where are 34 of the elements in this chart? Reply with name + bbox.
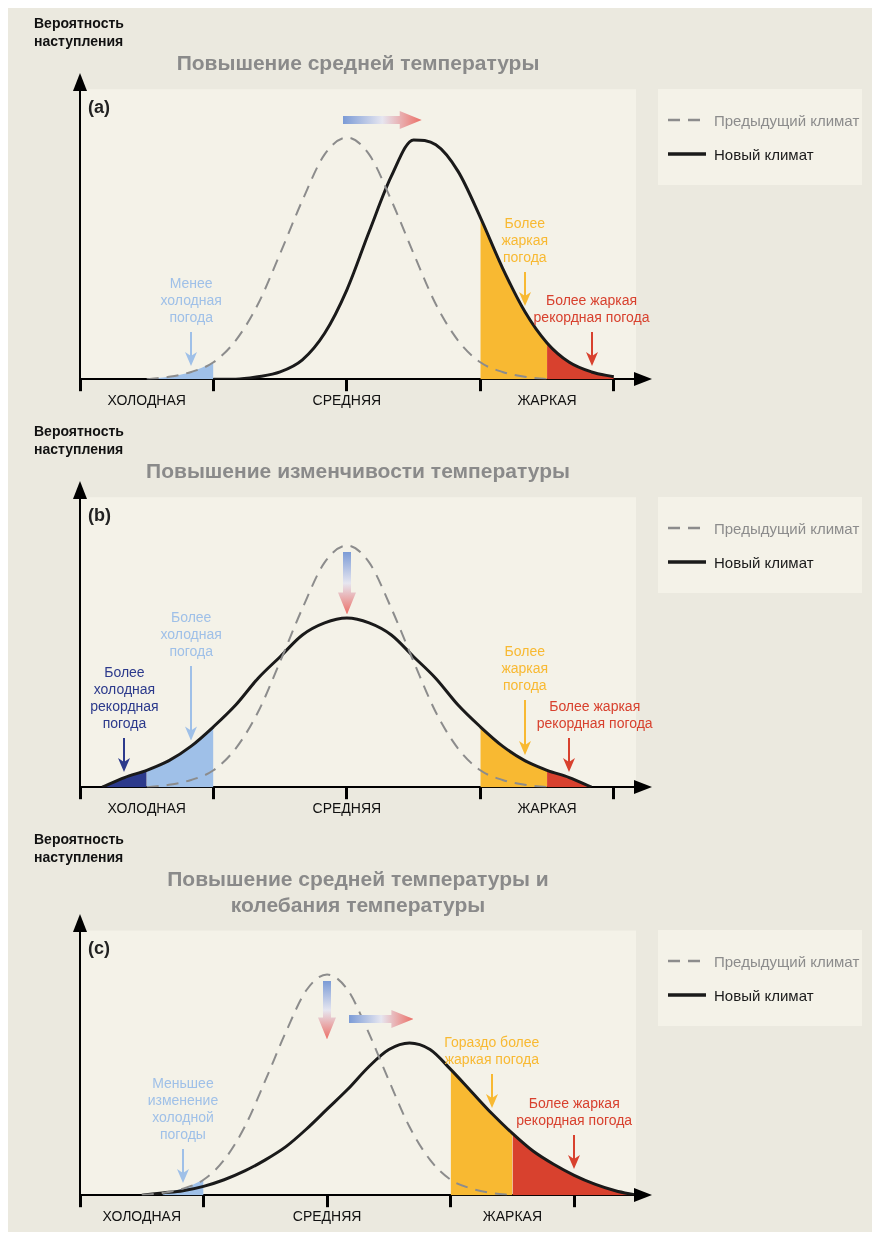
chart-title: Повышение средней температуры <box>176 51 540 75</box>
x-tick-label: СРЕДНЯЯ <box>312 392 382 409</box>
x-tick-label: СРЕДНЯЯ <box>312 800 382 817</box>
annotation: Более жаркая рекордная погода <box>532 291 651 326</box>
y-axis-title: Вероятность наступления <box>34 14 124 50</box>
x-tick-label: СРЕДНЯЯ <box>292 1208 362 1225</box>
annotation: Более жаркая рекордная погода <box>515 1095 634 1130</box>
legend-label: Новый климат <box>714 145 814 163</box>
annotation: Более жаркая погода <box>500 642 550 694</box>
y-axis-title: Вероятность наступления <box>34 422 124 458</box>
legend-label: Предыдущий климат <box>714 519 860 537</box>
x-tick-label: ХОЛОДНАЯ <box>102 1208 181 1225</box>
legend-label: Предыдущий климат <box>714 952 860 970</box>
text: (b) <box>88 505 111 527</box>
legend-label: Предыдущий климат <box>714 111 860 129</box>
text: (a) <box>88 97 110 119</box>
x-tick-label: ЖАРКАЯ <box>517 392 577 409</box>
annotation: Гораздо более жаркая погода <box>443 1033 541 1068</box>
text: (c) <box>88 938 110 960</box>
annotation: Менее холодная погода <box>159 274 223 326</box>
legend-label: Новый климат <box>714 553 814 571</box>
chart-title: Повышение средней температуры и колебания температуры <box>167 867 549 916</box>
annotation: Более холодная погода <box>159 608 223 660</box>
chart-title: Повышение изменчивости температуры <box>146 459 570 483</box>
x-tick-label: ХОЛОДНАЯ <box>107 800 186 817</box>
annotation: Более жаркая погода <box>500 214 550 266</box>
annotation: Более жаркая рекордная погода <box>535 697 654 732</box>
annotation: Более холодная рекордная погода <box>89 663 160 732</box>
legend-label: Новый климат <box>714 986 814 1004</box>
y-axis-title: Вероятность наступления <box>34 830 124 866</box>
x-tick-label: ЖАРКАЯ <box>517 800 577 817</box>
x-tick-label: ЖАРКАЯ <box>482 1208 543 1225</box>
annotation: Меньшее изменение холодной погоды <box>146 1074 220 1143</box>
x-tick-label: ХОЛОДНАЯ <box>107 392 186 409</box>
